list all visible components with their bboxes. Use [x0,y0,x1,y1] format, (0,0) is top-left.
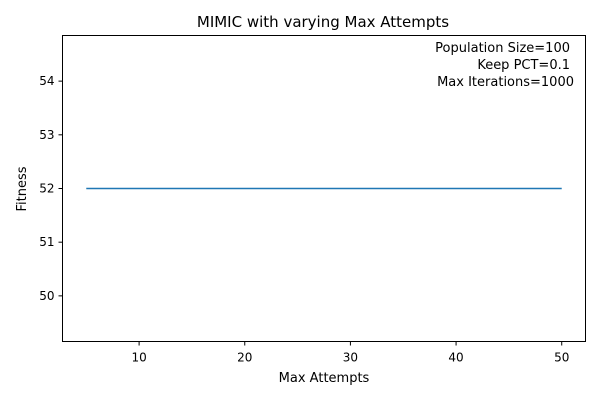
y-tick-label-50: 50 [39,289,54,303]
annotation-line-keep-pct: Keep PCT=0.1 [477,58,570,73]
x-tick-label-10: 10 [131,351,146,365]
x-tick-label-30: 30 [343,351,358,365]
y-tick-label-53: 53 [39,128,54,142]
y-axis: 50 51 52 53 54 [39,74,63,303]
y-axis-label: Fitness [15,166,30,211]
annotation-line-population: Population Size=100 [435,41,570,56]
chart-title: MIMIC with varying Max Attempts [197,13,449,31]
y-tick-label-52: 52 [39,182,54,196]
y-tick-label-54: 54 [39,74,54,88]
x-axis: 10 20 30 40 50 [131,341,569,365]
x-axis-label: Max Attempts [279,371,370,386]
x-tick-label-40: 40 [448,351,463,365]
annotation-box: Population Size=100 Keep PCT=0.1 Max Ite… [435,41,574,90]
y-tick-label-51: 51 [39,235,54,249]
x-tick-label-20: 20 [237,351,252,365]
annotation-line-max-iterations: Max Iterations=1000 [437,75,574,90]
x-tick-label-50: 50 [554,351,569,365]
